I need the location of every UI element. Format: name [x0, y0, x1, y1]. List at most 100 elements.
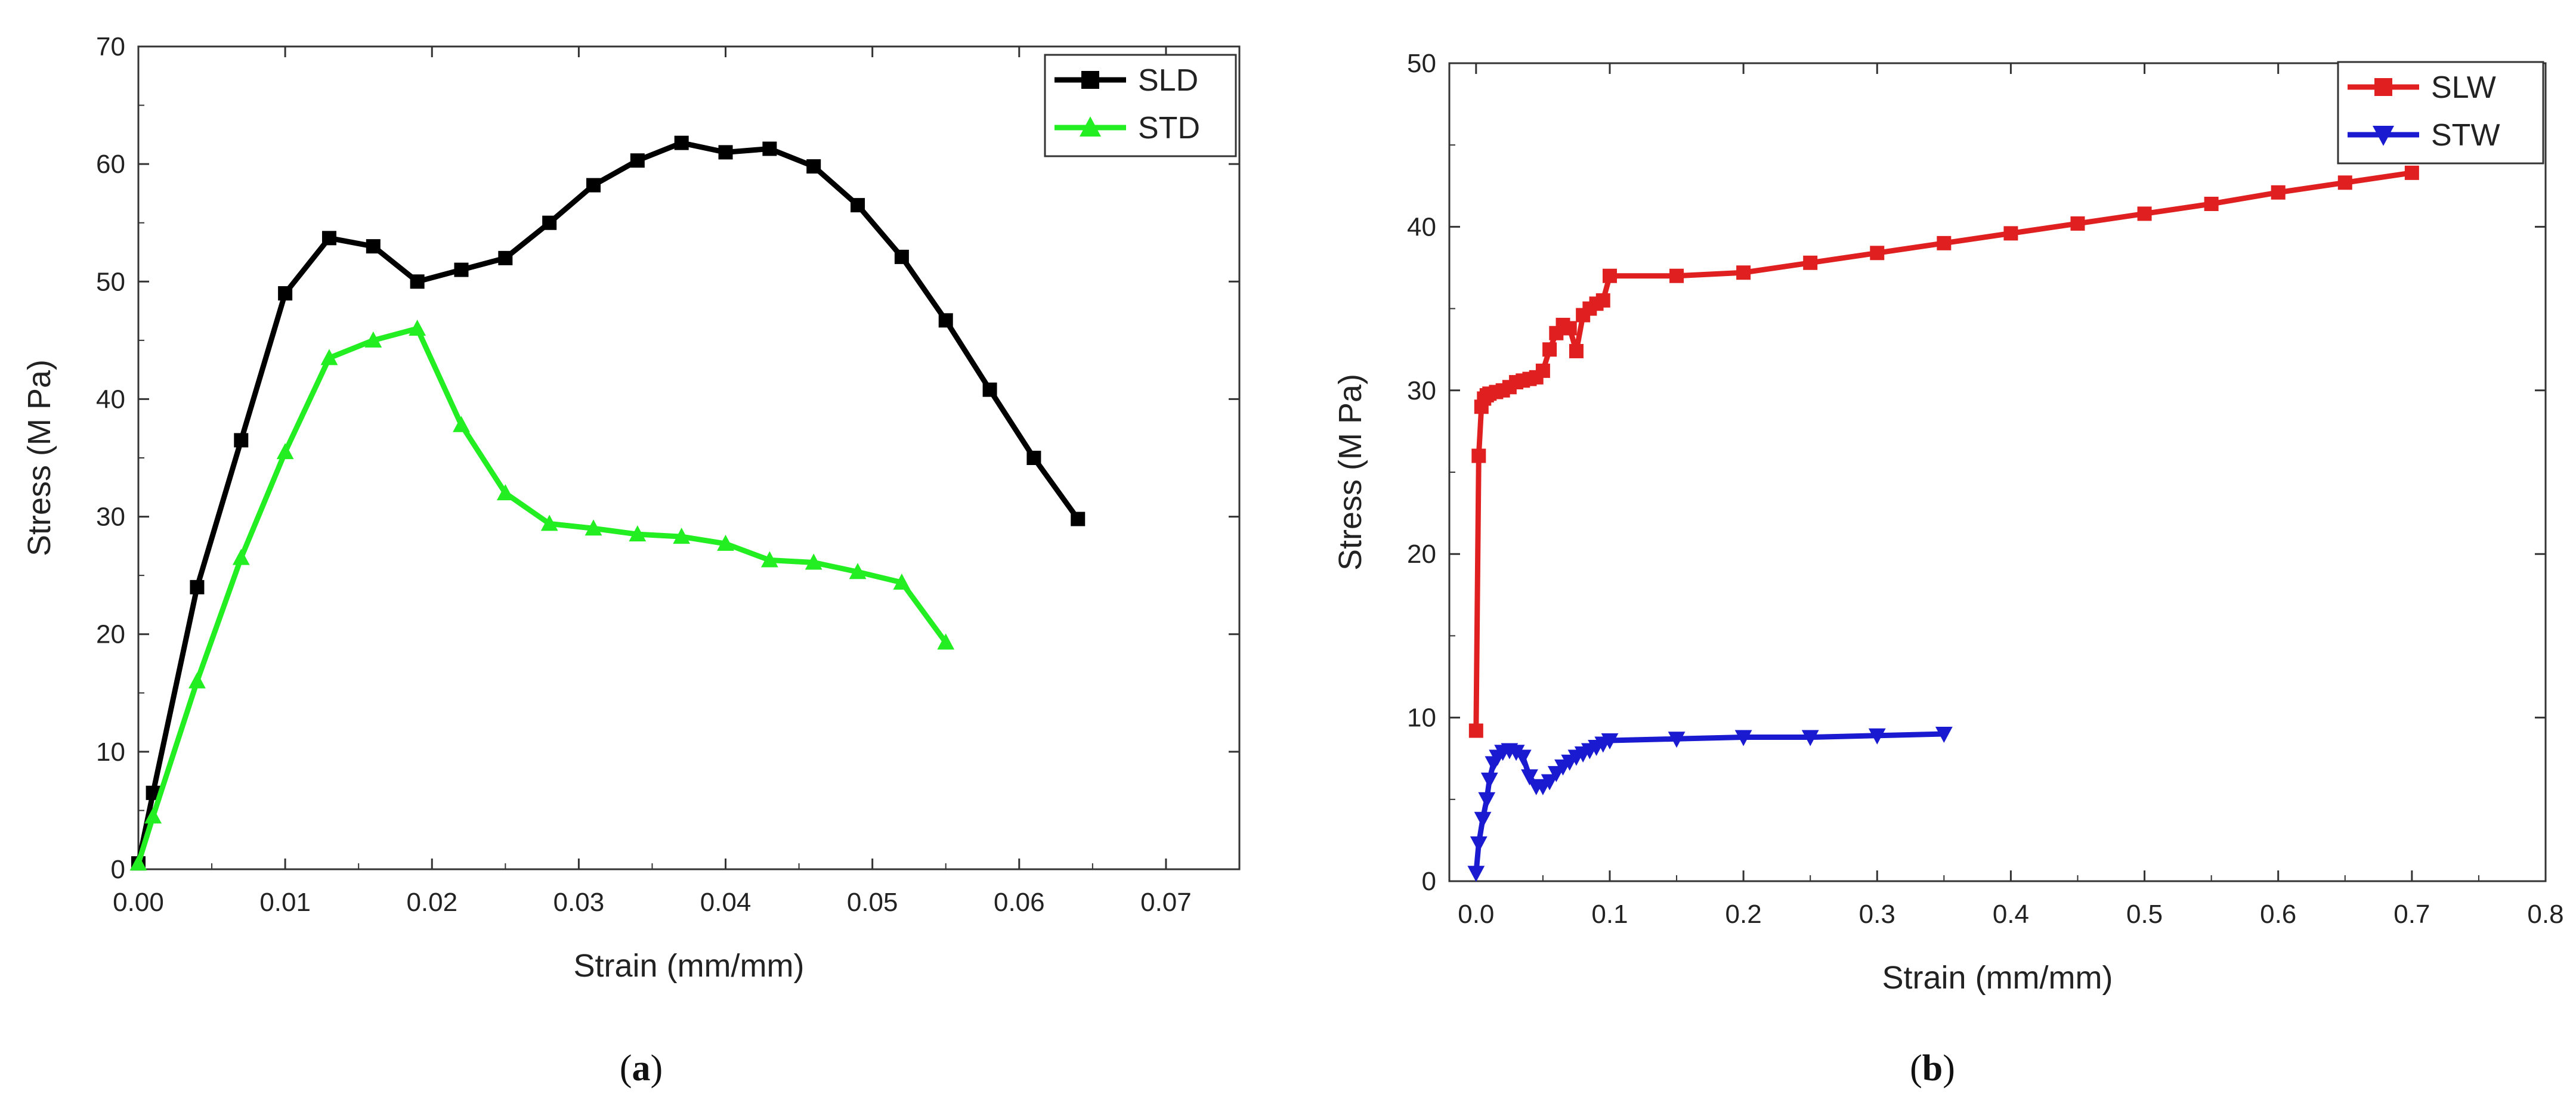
- data-point-std: [717, 534, 734, 551]
- data-point-std: [232, 548, 250, 565]
- data-point-std: [364, 331, 382, 348]
- data-point-stw: [1541, 774, 1558, 791]
- series-line-std: [135, 326, 949, 866]
- data-point-sld: [321, 231, 336, 246]
- data-point-slw: [2404, 165, 2419, 180]
- data-point-slw: [2337, 175, 2352, 190]
- data-point-std: [849, 563, 867, 580]
- data-point-std: [585, 519, 602, 536]
- data-point-sld: [454, 262, 469, 277]
- data-point-slw: [1569, 343, 1584, 358]
- data-point-sld: [630, 153, 645, 168]
- data-point-std: [320, 349, 338, 365]
- data-point-sld: [851, 198, 865, 213]
- data-point-std: [893, 573, 911, 590]
- data-point-slw: [1870, 246, 1885, 261]
- y-tick-label: 0: [111, 855, 125, 884]
- data-point-stw: [1514, 749, 1532, 766]
- data-point-slw: [1542, 342, 1557, 357]
- data-point-std: [409, 320, 426, 336]
- data-point-stw: [1935, 727, 1953, 743]
- series-slw: [1468, 165, 2419, 738]
- x-tick-label: 0.1: [1591, 900, 1628, 929]
- y-tick-label: 10: [96, 737, 125, 767]
- data-point-stw: [1467, 866, 1485, 882]
- x-tick-label: 0.3: [1859, 900, 1895, 929]
- data-point-slw: [2204, 196, 2219, 211]
- data-point-std: [144, 807, 162, 824]
- data-point-stw: [1521, 769, 1538, 786]
- data-point-slw: [1535, 363, 1550, 378]
- y-tick-label: 60: [96, 150, 125, 179]
- x-tick-label: 0.6: [2260, 900, 2296, 929]
- x-tick-label: 0.4: [1993, 900, 2029, 929]
- legend-marker-stw: [2373, 126, 2394, 146]
- x-tick-label: 0.8: [2527, 900, 2563, 929]
- data-point-slw: [2137, 206, 2152, 221]
- data-point-std: [496, 484, 514, 501]
- x-axis-title: Strain (mm/mm): [1882, 960, 2113, 996]
- x-tick-label: 0.06: [994, 888, 1045, 917]
- data-point-sld: [718, 145, 733, 160]
- y-tick-label: 30: [96, 503, 125, 532]
- y-tick-label: 40: [96, 385, 125, 414]
- x-tick-label: 0.00: [113, 888, 164, 917]
- data-point-stw: [1480, 772, 1498, 789]
- x-tick-label: 0.5: [2126, 900, 2163, 929]
- x-tick-label: 0.2: [1725, 900, 1762, 929]
- legend-box: [2337, 61, 2544, 165]
- data-point-slw: [1471, 448, 1486, 463]
- data-point-slw: [1468, 723, 1483, 738]
- data-point-std: [673, 528, 691, 544]
- data-point-sld: [806, 159, 821, 174]
- y-tick-label: 20: [96, 620, 125, 649]
- data-point-sld: [894, 249, 909, 264]
- data-point-std: [188, 672, 206, 689]
- x-tick-label: 0.07: [1140, 888, 1192, 917]
- data-point-std: [760, 551, 778, 568]
- data-point-sld: [498, 250, 513, 265]
- plot-frame: [137, 45, 1241, 870]
- data-point-stw: [1601, 733, 1619, 750]
- series-line-slw: [1473, 170, 2415, 734]
- legend-marker-std: [1080, 116, 1101, 137]
- x-tick-label: 0.03: [553, 888, 605, 917]
- data-point-std: [453, 416, 470, 432]
- data-point-stw: [1478, 792, 1496, 808]
- y-tick-label: 40: [1407, 212, 1436, 241]
- x-axis-title: Strain (mm/mm): [574, 948, 805, 984]
- data-point-std: [540, 515, 558, 531]
- y-tick-label: 50: [1407, 49, 1436, 78]
- plot-frame: [1448, 62, 2547, 882]
- panel-label-a: (a): [620, 1048, 663, 1089]
- y-tick-label: 50: [96, 267, 125, 296]
- x-tick-label: 0.05: [847, 888, 898, 917]
- data-point-slw: [1937, 235, 1952, 250]
- data-point-sld: [278, 286, 293, 300]
- y-tick-label: 0: [1422, 867, 1436, 896]
- legend-label-stw: STW: [2431, 118, 2500, 153]
- data-point-stw: [1868, 728, 1886, 745]
- data-point-sld: [674, 135, 689, 150]
- y-tick-label: 20: [1407, 540, 1436, 569]
- legend-marker-slw: [2374, 78, 2392, 96]
- series-line-sld: [135, 140, 1081, 866]
- data-point-slw: [1736, 265, 1751, 280]
- data-point-slw: [2271, 185, 2286, 200]
- data-point-slw: [1803, 255, 1818, 270]
- legend: SLD STD: [1044, 54, 1237, 157]
- data-point-sld: [938, 313, 953, 328]
- y-tick-label: 30: [1407, 376, 1436, 405]
- data-point-sld: [1071, 512, 1086, 526]
- data-point-std: [129, 854, 147, 871]
- data-point-stw: [1474, 811, 1492, 828]
- data-point-stw: [1470, 836, 1488, 853]
- legend-label-sld: SLD: [1138, 63, 1198, 98]
- series-sld: [131, 135, 1086, 871]
- data-point-stw: [1801, 730, 1819, 746]
- data-point-sld: [762, 141, 777, 156]
- x-tick-label: 0.7: [2393, 900, 2430, 929]
- series-std: [129, 320, 955, 871]
- data-point-stw: [1734, 730, 1752, 746]
